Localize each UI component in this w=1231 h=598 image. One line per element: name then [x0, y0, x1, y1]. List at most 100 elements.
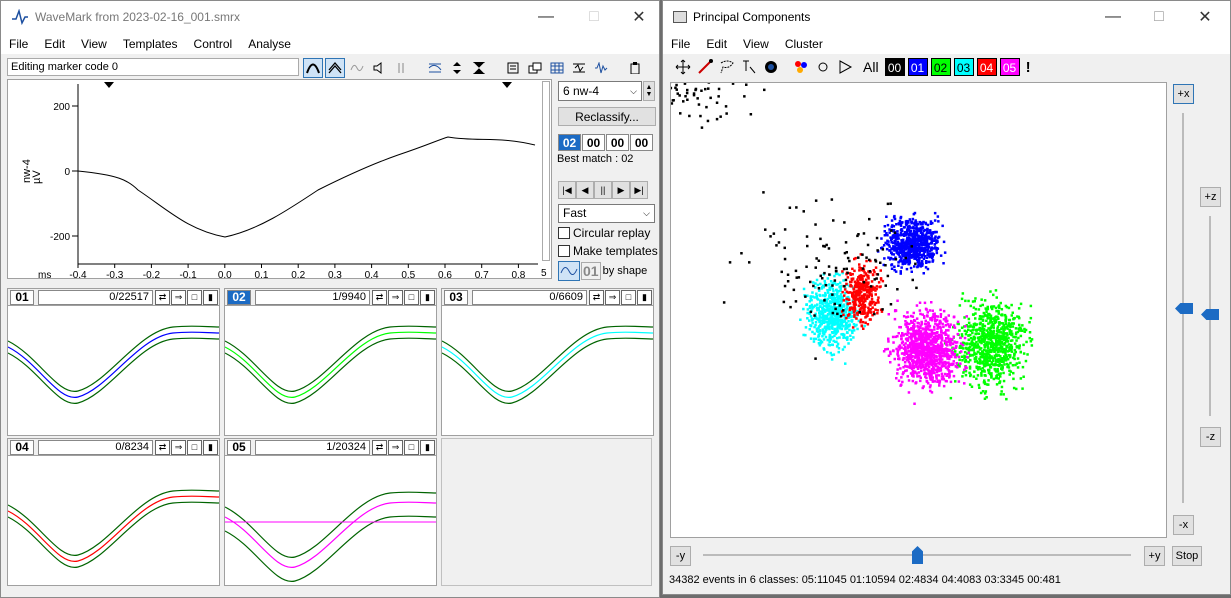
channel-select[interactable]: 6 nw-4 ⌵	[558, 81, 642, 101]
merge-in-icon[interactable]: ⇄	[589, 289, 604, 305]
plus-y-button[interactable]: +y	[1144, 546, 1165, 566]
overlay-wave-icon[interactable]	[347, 58, 367, 78]
pca-menu-view[interactable]: View	[743, 36, 769, 51]
plus-z-button[interactable]: +z	[1200, 187, 1221, 207]
wavemark-menu-file[interactable]: File	[9, 36, 29, 51]
left-cursor-marker[interactable]	[104, 82, 114, 88]
all-classes-button[interactable]: All	[863, 59, 879, 75]
speaker-icon[interactable]	[369, 58, 389, 78]
template-number[interactable]: 04	[10, 439, 34, 455]
code-box-1[interactable]: 02	[558, 134, 581, 151]
pca-menu-file[interactable]: File	[671, 36, 691, 51]
class-button-05[interactable]: 05	[999, 58, 1020, 76]
expand-vertical-icon[interactable]	[447, 58, 467, 78]
right-cursor-marker[interactable]	[502, 82, 512, 88]
lock-icon[interactable]: □	[187, 289, 202, 305]
wave-list-icon[interactable]	[425, 58, 445, 78]
merge-in-icon[interactable]: ⇄	[155, 289, 170, 305]
lock-icon[interactable]: □	[404, 439, 419, 455]
template-panel-03[interactable]: 03 0/6609 ⇄ ⇒ □ ▮	[441, 288, 654, 436]
polygon-tool-icon[interactable]	[835, 57, 855, 77]
wavemark-menu-edit[interactable]: Edit	[44, 36, 66, 51]
template-number[interactable]: 01	[10, 289, 34, 305]
z-rotation-thumb[interactable]	[1201, 309, 1219, 320]
template-panel-01[interactable]: 01 0/22517 ⇄ ⇒ □ ▮	[7, 288, 220, 436]
waveform-icon[interactable]	[591, 58, 611, 78]
x-rotation-thumb[interactable]	[1175, 303, 1193, 314]
move-out-icon[interactable]: ⇒	[388, 439, 403, 455]
stop-button[interactable]: Stop	[1172, 546, 1202, 566]
merge-in-icon[interactable]: ⇄	[372, 439, 387, 455]
delete-icon[interactable]: ▮	[420, 439, 435, 455]
minus-x-button[interactable]: -x	[1173, 515, 1194, 535]
template-number[interactable]: 03	[444, 289, 468, 305]
template-number[interactable]: 02	[227, 289, 251, 305]
waveform-scrollbar[interactable]	[542, 81, 550, 261]
double-arch-icon[interactable]	[325, 58, 345, 78]
ellipse-tool-icon[interactable]	[761, 57, 781, 77]
class-button-00[interactable]: 00	[884, 58, 905, 76]
class-button-01[interactable]: 01	[907, 58, 928, 76]
delete-icon[interactable]: ▮	[420, 289, 435, 305]
draw-line-icon[interactable]	[695, 57, 715, 77]
waveform-plot[interactable]: 200 0 -200 -0.4 -0.3 -0.2 -0.1 0.0 0.1 0.2 0.3 0.4…	[7, 79, 552, 281]
shape-wave-icon[interactable]	[558, 261, 580, 281]
reclassify-button[interactable]: Reclassify...	[558, 107, 656, 126]
merge-in-icon[interactable]: ⇄	[372, 289, 387, 305]
plus-x-button[interactable]: +x	[1173, 84, 1194, 104]
lasso-icon[interactable]	[717, 57, 737, 77]
minus-z-button[interactable]: -z	[1200, 427, 1221, 447]
arch-icon[interactable]	[303, 58, 323, 78]
lock-icon[interactable]: □	[404, 289, 419, 305]
move-out-icon[interactable]: ⇒	[605, 289, 620, 305]
spike-overlay-icon[interactable]	[569, 58, 589, 78]
skip-end-icon[interactable]: ▶|	[630, 181, 648, 199]
template-panel-04[interactable]: 04 0/8234 ⇄ ⇒ □ ▮	[7, 438, 220, 586]
maximize-button[interactable]: □	[1154, 8, 1164, 25]
skip-start-icon[interactable]: |◀	[558, 181, 576, 199]
cluster-colors-icon[interactable]	[791, 57, 811, 77]
pause-icon[interactable]: ||	[594, 181, 612, 199]
y-rotation-thumb[interactable]	[912, 546, 923, 564]
lock-icon[interactable]: □	[621, 289, 636, 305]
notes-icon[interactable]	[503, 58, 523, 78]
by-shape-control[interactable]: 01 by shape	[558, 261, 647, 281]
minimize-button[interactable]: —	[1105, 8, 1121, 25]
template-panel-02[interactable]: 02 1/9940 ⇄ ⇒ □ ▮	[224, 288, 437, 436]
clipboard-icon[interactable]	[625, 58, 645, 78]
move-out-icon[interactable]: ⇒	[388, 289, 403, 305]
maximize-button[interactable]: □	[589, 8, 599, 25]
lock-icon[interactable]: □	[187, 439, 202, 455]
delete-icon[interactable]: ▮	[637, 289, 652, 305]
merge-in-icon[interactable]: ⇄	[155, 439, 170, 455]
code-box-4[interactable]: 00	[630, 134, 653, 151]
code-box-2[interactable]: 00	[582, 134, 605, 151]
template-panel-05[interactable]: 05 1/20324 ⇄ ⇒ □ ▮	[224, 438, 437, 586]
class-button-02[interactable]: 02	[930, 58, 951, 76]
channel-spin[interactable]: ▲ ▼	[643, 81, 655, 101]
move-icon[interactable]	[673, 57, 693, 77]
wavemark-menu-control[interactable]: Control	[193, 36, 233, 51]
circular-replay-checkbox[interactable]: Circular replay	[558, 226, 650, 240]
delete-icon[interactable]: ▮	[203, 289, 218, 305]
copy-windows-icon[interactable]	[525, 58, 545, 78]
grid-icon[interactable]	[547, 58, 567, 78]
template-number[interactable]: 05	[227, 439, 251, 455]
step-back-icon[interactable]: ◀	[576, 181, 594, 199]
class-button-04[interactable]: 04	[976, 58, 997, 76]
speed-select[interactable]: Fast ⌵	[558, 204, 655, 223]
pca-menu-cluster[interactable]: Cluster	[784, 36, 823, 51]
move-out-icon[interactable]: ⇒	[171, 439, 186, 455]
wavemark-menu-analyse[interactable]: Analyse	[248, 36, 291, 51]
marker-icon[interactable]	[391, 58, 411, 78]
pca-scatter-plot[interactable]	[587, 22, 1167, 538]
class-button-03[interactable]: 03	[953, 58, 974, 76]
minus-y-button[interactable]: -y	[670, 546, 691, 566]
wavemark-menu-view[interactable]: View	[81, 36, 107, 51]
collapse-vertical-icon[interactable]	[469, 58, 489, 78]
minimize-button[interactable]: —	[538, 8, 554, 25]
delete-icon[interactable]: ▮	[203, 439, 218, 455]
pca-menu-edit[interactable]: Edit	[706, 36, 728, 51]
circle-tool-icon[interactable]	[813, 57, 833, 77]
code-box-3[interactable]: 00	[606, 134, 629, 151]
